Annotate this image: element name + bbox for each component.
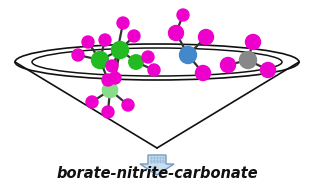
Circle shape [129,55,143,69]
Circle shape [99,34,111,46]
Circle shape [196,66,210,81]
Circle shape [82,36,94,48]
Text: borate-nitrite-carbonate: borate-nitrite-carbonate [56,166,258,181]
Circle shape [240,51,257,68]
Circle shape [102,74,114,86]
Circle shape [180,46,197,64]
Circle shape [72,49,84,61]
Circle shape [220,57,236,73]
Circle shape [102,106,114,118]
Circle shape [117,17,129,29]
Polygon shape [140,155,174,175]
Circle shape [148,64,160,76]
Circle shape [128,30,140,42]
Circle shape [142,51,154,63]
Circle shape [111,42,128,59]
Circle shape [106,60,118,72]
Circle shape [122,99,134,111]
Circle shape [169,26,183,40]
Circle shape [198,29,214,44]
Circle shape [109,72,121,84]
Circle shape [261,63,275,77]
Circle shape [246,35,261,50]
Circle shape [177,9,189,21]
Circle shape [91,51,109,68]
Circle shape [102,82,118,98]
Circle shape [86,96,98,108]
